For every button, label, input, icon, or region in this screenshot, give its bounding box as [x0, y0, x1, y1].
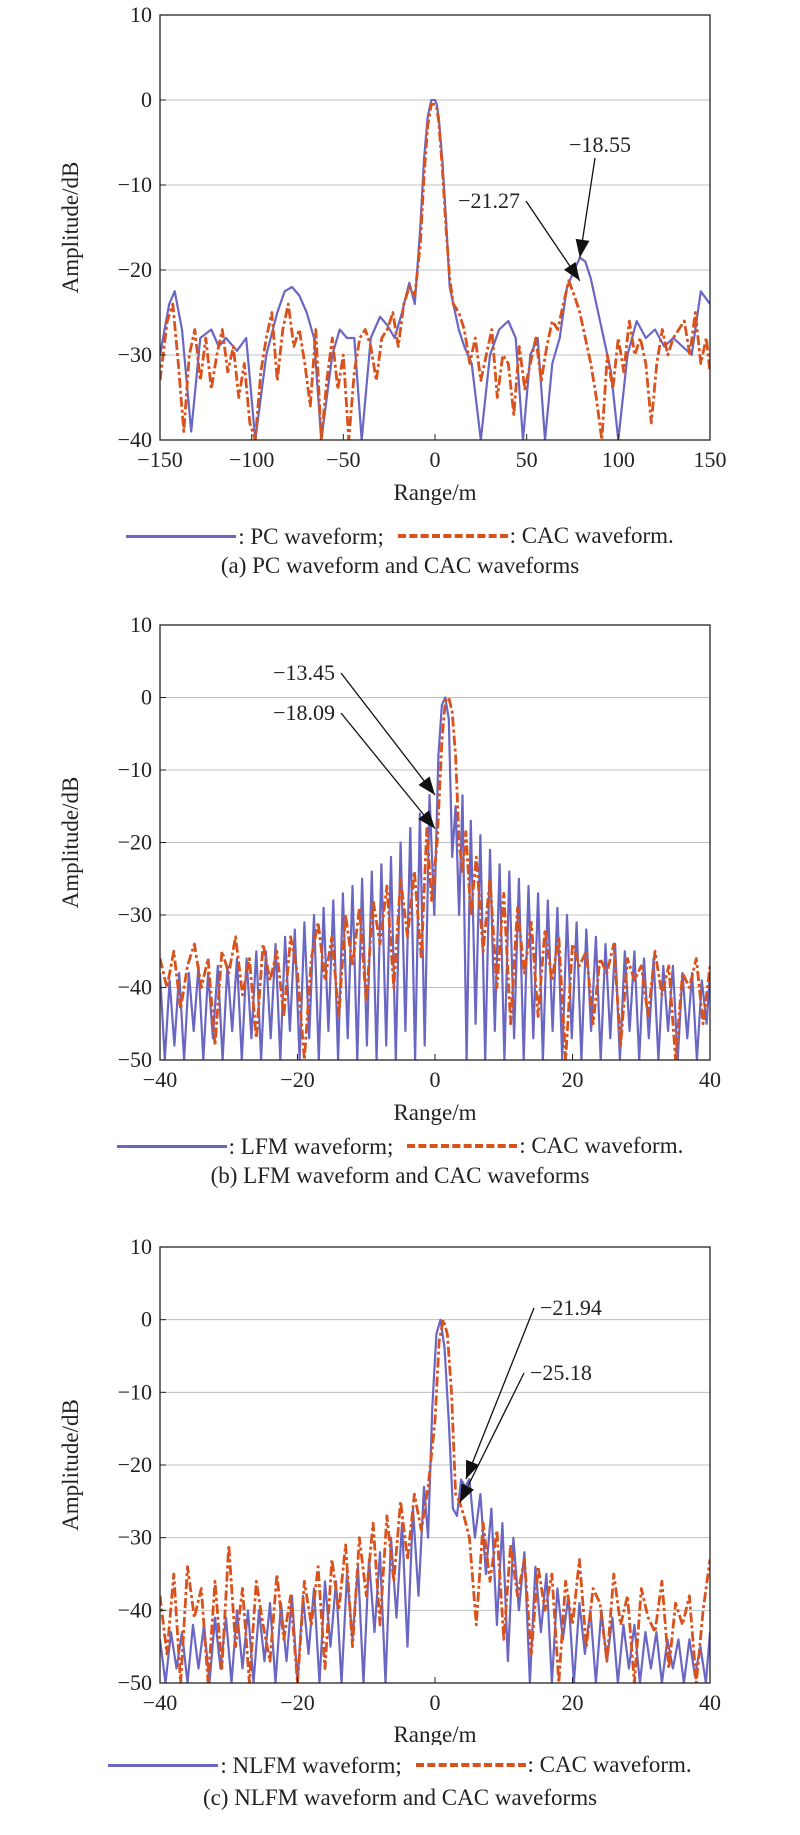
annotation-arrow-head — [418, 776, 435, 796]
series-line-reference — [160, 98, 710, 440]
annotation-label: −21.27 — [458, 188, 520, 213]
y-tick-label: −50 — [118, 1670, 152, 1695]
legend-a: : PC waveform; : CAC waveform. — [0, 518, 800, 550]
legend-line-dashdot — [415, 1763, 526, 1767]
series-line-reference — [160, 1318, 710, 1683]
annotation-arrow-head — [418, 810, 435, 829]
legend-label: : CAC waveform. — [509, 523, 674, 548]
legend-label: : NLFM waveform; — [220, 1752, 402, 1778]
annotation-label: −25.18 — [530, 1360, 592, 1385]
x-tick-label: 20 — [562, 1690, 584, 1715]
y-axis-label: Amplitude/dB — [58, 1399, 83, 1531]
x-tick-label: −40 — [143, 1690, 177, 1715]
x-tick-label: 50 — [516, 447, 538, 472]
x-tick-label: 40 — [699, 1067, 721, 1092]
y-tick-label: −10 — [118, 1379, 152, 1404]
y-tick-label: 10 — [130, 1234, 152, 1259]
annotation-arrow-head — [563, 261, 580, 281]
legend-b: : LFM waveform; : CAC waveform. — [0, 1128, 800, 1160]
y-tick-label: −40 — [118, 427, 152, 452]
legend-label: : PC waveform; — [238, 523, 384, 549]
x-tick-label: −20 — [280, 1067, 314, 1092]
annotation-arrow-line — [465, 1307, 535, 1480]
legend-label: : CAC waveform. — [527, 1752, 692, 1777]
legend-item-nlfm: : NLFM waveform; — [108, 1752, 402, 1779]
x-tick-label: 0 — [430, 447, 441, 472]
annotation-label: −13.45 — [273, 660, 335, 685]
legend-c: : NLFM waveform; : CAC waveform. — [0, 1747, 800, 1779]
chart-panel-b: 10 0 −10 −20 −30 −40 −50 −40 −20 0 20 40 Range/m Ampl… — [0, 605, 800, 1215]
annotation-label: −18.55 — [569, 132, 631, 157]
chart-c: 100−10−20−30−40−50−40 −20 0 20 40Range/mAmpl… — [58, 1234, 721, 1745]
annotation-arrow-line — [340, 672, 436, 796]
y-tick-label: 10 — [130, 2, 152, 27]
annotation-arrow-line — [459, 1372, 525, 1503]
legend-line-solid — [126, 535, 237, 538]
y-tick-label: −20 — [118, 257, 152, 282]
y-tick-label: −20 — [118, 830, 152, 855]
series-line-cac — [160, 102, 710, 440]
y-axis-label: Amplitude/dB — [58, 777, 83, 909]
annotation-arrow-line — [340, 712, 436, 830]
y-tick-label: −30 — [118, 342, 152, 367]
y-axis-label: Amplitude/dB — [58, 162, 83, 294]
series-line-cac — [160, 1318, 710, 1683]
x-tick-label: −150 — [137, 447, 182, 472]
series-line-cac — [160, 696, 710, 1060]
x-axis-label: Range/m — [393, 1100, 476, 1125]
annotation-label: −21.94 — [540, 1295, 602, 1320]
x-tick-label: 20 — [562, 1067, 584, 1092]
annotation-arrow-head — [465, 1459, 480, 1480]
legend-item-cac: : CAC waveform. — [407, 1133, 683, 1159]
annotation-label: −18.09 — [273, 700, 335, 725]
legend-item-cac: : CAC waveform. — [415, 1752, 692, 1778]
legend-item-pc: : PC waveform; — [126, 524, 384, 550]
y-tick-label: 0 — [141, 87, 152, 112]
x-axis-label: Range/m — [393, 480, 476, 505]
legend-item-cac: : CAC waveform. — [397, 523, 674, 549]
chart-a: 100−10−20−30−40−150 −100 −50 0 50 100 150Range… — [58, 2, 727, 505]
caption-c: (c) NLFM waveform and CAC waveforms — [202, 1785, 598, 1810]
y-tick-label: 0 — [141, 1307, 152, 1332]
y-tick-label: 10 — [130, 612, 152, 637]
x-tick-label: 40 — [699, 1690, 721, 1715]
x-tick-label: −40 — [143, 1067, 177, 1092]
caption-a: (a) PC waveform and CAC waveforms — [220, 553, 580, 578]
y-tick-label: −30 — [118, 1525, 152, 1550]
y-tick-label: 0 — [141, 685, 152, 710]
annotation-arrow-head — [575, 238, 590, 258]
legend-label: : LFM waveform; — [228, 1133, 394, 1159]
y-tick-label: −30 — [118, 902, 152, 927]
y-tick-label: −50 — [118, 1047, 152, 1072]
chart-panel-c: 10 0 −10 −20 −30 −40 −50 −40 −20 0 20 40 Range/m Ampl… — [0, 1220, 800, 1835]
plot-frame — [159, 14, 711, 441]
legend-label: : CAC waveform. — [519, 1133, 684, 1158]
legend-line-solid — [108, 1764, 219, 1767]
x-tick-label: 150 — [694, 447, 727, 472]
x-tick-label: −100 — [229, 447, 274, 472]
legend-item-lfm: : LFM waveform; — [116, 1133, 394, 1160]
x-tick-label: −50 — [326, 447, 360, 472]
y-tick-label: −40 — [118, 1597, 152, 1622]
x-tick-label: −20 — [280, 1690, 314, 1715]
legend-line-dashdot — [397, 534, 508, 538]
y-tick-label: −20 — [118, 1452, 152, 1477]
legend-line-solid — [116, 1145, 227, 1148]
y-tick-label: −10 — [118, 757, 152, 782]
x-tick-label: 0 — [430, 1690, 441, 1715]
chart-panel-a: 10 0 −10 −20 −30 −40 −150 −100 −50 0 50 100 150 Range… — [0, 0, 800, 600]
y-tick-label: −10 — [118, 172, 152, 197]
x-tick-label: 100 — [602, 447, 635, 472]
y-tick-label: −40 — [118, 975, 152, 1000]
annotation-arrow-head — [459, 1483, 475, 1503]
x-axis-label: Range/m — [393, 1722, 476, 1745]
legend-line-dashdot — [407, 1144, 518, 1148]
caption-b: (b) LFM waveform and CAC waveforms — [210, 1163, 590, 1188]
x-tick-label: 0 — [430, 1067, 441, 1092]
chart-b: 100−10−20−30−40−50−40 −20 0 20 40Range/mAmpl… — [58, 612, 721, 1125]
